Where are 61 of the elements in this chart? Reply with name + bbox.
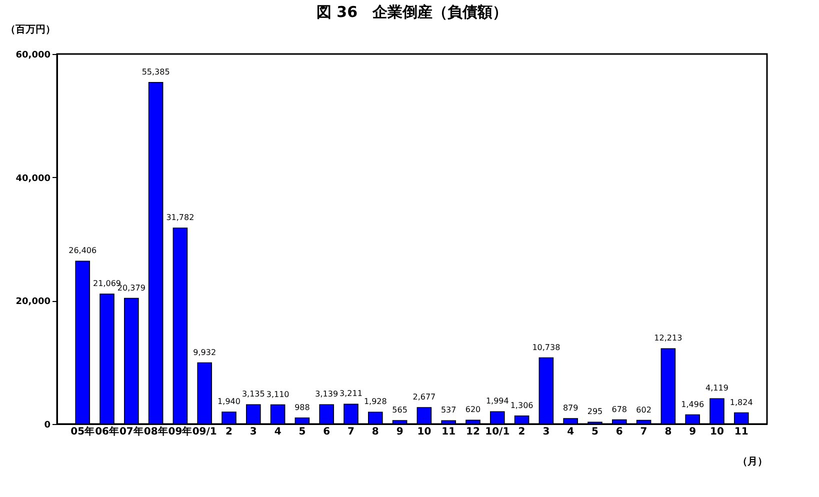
- x-tick-label: 6: [323, 426, 330, 438]
- x-axis-title: （月）: [738, 456, 768, 468]
- x-tick-label: 3: [542, 426, 550, 438]
- x-tick-label: 7: [348, 426, 355, 438]
- x-tick-label: 12: [466, 426, 480, 438]
- x-tick-label: 11: [734, 426, 748, 438]
- x-tick-label: 5: [298, 426, 306, 438]
- x-tick-label: 06年: [95, 426, 119, 438]
- data-label: 295: [587, 407, 603, 416]
- data-label: 1,306: [510, 400, 534, 410]
- x-tick-label: 2: [226, 426, 233, 438]
- data-label: 4,119: [706, 384, 728, 393]
- y-tick-label: 40,000: [16, 174, 50, 184]
- y-axis-title: （百万円）: [6, 24, 56, 36]
- data-label: 1,496: [681, 400, 704, 409]
- x-tick-label: 11: [442, 426, 456, 438]
- x-tick-label: 09/1: [192, 426, 217, 438]
- y-tick-label: 60,000: [16, 50, 50, 60]
- data-label: 620: [465, 405, 481, 414]
- x-tick-label: 4: [274, 426, 282, 438]
- data-label: 3,135: [242, 390, 265, 399]
- x-tick-label: 8: [664, 426, 672, 438]
- x-tick-label: 9: [689, 426, 696, 438]
- x-tick-label: 10: [710, 426, 724, 438]
- data-label: 9,932: [193, 348, 216, 357]
- data-label: 31,782: [166, 213, 194, 222]
- data-label: 602: [636, 405, 652, 414]
- data-label: 565: [392, 406, 408, 415]
- data-label: 1,928: [364, 397, 387, 406]
- data-label: 1,940: [218, 397, 240, 406]
- y-tick-label: 0: [44, 420, 50, 430]
- data-label: 1,824: [730, 398, 753, 407]
- x-tick-label: 08年: [144, 426, 168, 438]
- x-tick-label: 6: [616, 426, 623, 438]
- x-tick-label: 3: [250, 426, 257, 438]
- x-tick-label: 2: [518, 426, 526, 438]
- data-label: 3,139: [315, 390, 338, 399]
- data-label: 2,677: [412, 392, 436, 402]
- x-tick-label: 5: [592, 426, 599, 438]
- data-label: 3,211: [340, 389, 362, 398]
- data-label: 1,994: [486, 396, 509, 406]
- x-tick-label: 4: [567, 426, 574, 438]
- x-tick-label: 10: [417, 426, 432, 438]
- x-tick-label: 09年: [168, 426, 192, 438]
- data-label: 26,406: [68, 246, 97, 256]
- x-tick-label: 05年: [70, 426, 95, 438]
- x-tick-label: 9: [396, 426, 404, 438]
- data-label: 988: [294, 402, 310, 412]
- data-label: 10,738: [532, 342, 560, 352]
- x-tick-label: 8: [372, 426, 379, 438]
- x-tick-label: 7: [640, 426, 648, 438]
- x-tick-label: 10/1: [485, 426, 510, 438]
- data-label: 537: [440, 406, 456, 415]
- data-label: 12,213: [654, 334, 682, 343]
- x-tick-label: 07年: [119, 426, 144, 438]
- data-label: 55,385: [142, 67, 170, 76]
- data-label: 678: [612, 404, 628, 414]
- data-label: 3,110: [266, 390, 290, 399]
- y-tick-label: 20,000: [16, 297, 50, 308]
- data-label: 879: [562, 404, 578, 413]
- chart-title: 図 36 企業倒産（負債額）: [316, 3, 508, 21]
